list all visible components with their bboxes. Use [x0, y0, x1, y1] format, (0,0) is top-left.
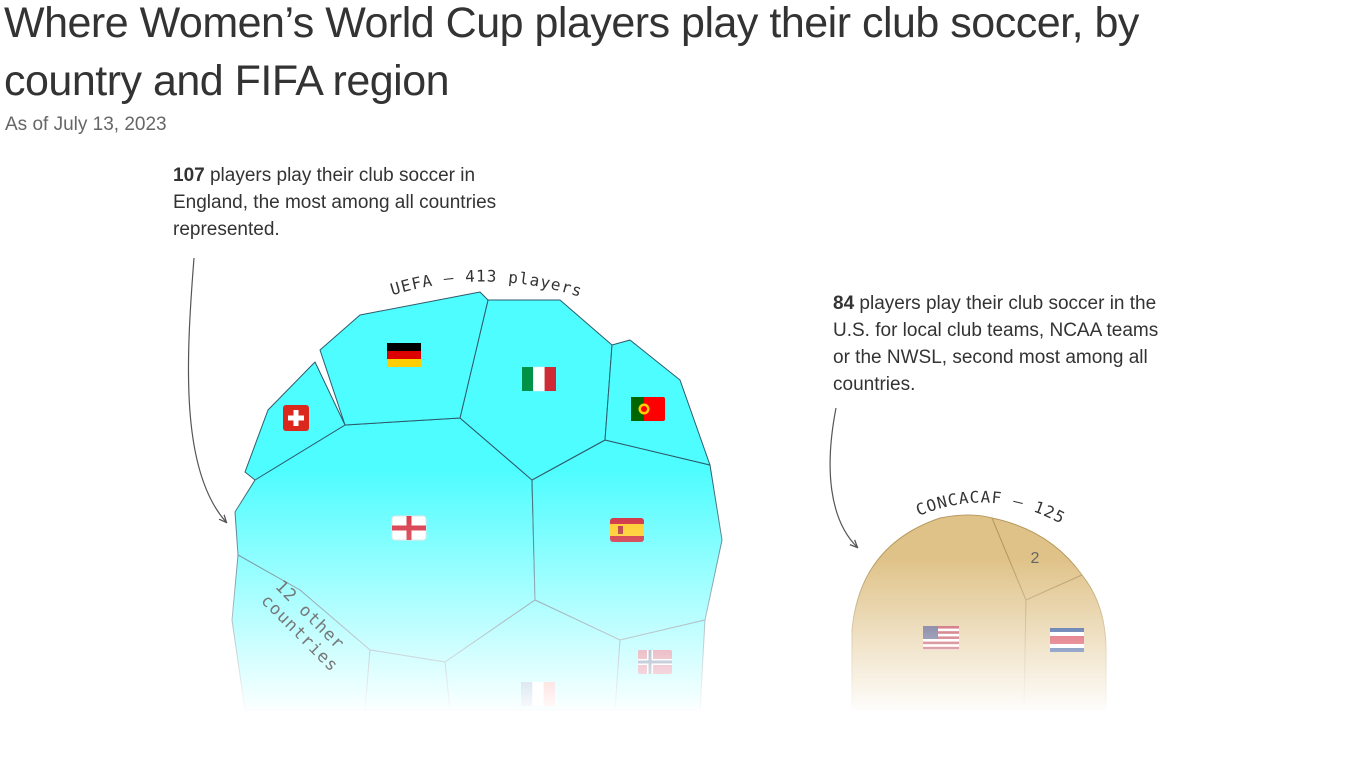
england-annotation-text: players play their club soccer in Englan… — [173, 165, 497, 240]
chart-title: Where Women’s World Cup players play the… — [4, 0, 1139, 105]
chart-subtitle: As of July 13, 2023 — [5, 114, 167, 135]
uefa-fade-overlay — [225, 290, 735, 715]
concacaf-fade-overlay — [845, 505, 1115, 715]
usa-annotation-value: 84 — [833, 293, 855, 314]
usa-annotation-text: players play their club soccer in the U.… — [833, 293, 1159, 395]
england-annotation: 107 players play their club soccer in En… — [173, 162, 503, 243]
usa-annotation-arrow — [829, 407, 857, 547]
england-annotation-arrow — [187, 257, 226, 522]
england-annotation-value: 107 — [173, 165, 205, 186]
two-players-label: 2 — [1031, 550, 1040, 567]
usa-annotation: 84 players play their club soccer in the… — [833, 290, 1163, 398]
